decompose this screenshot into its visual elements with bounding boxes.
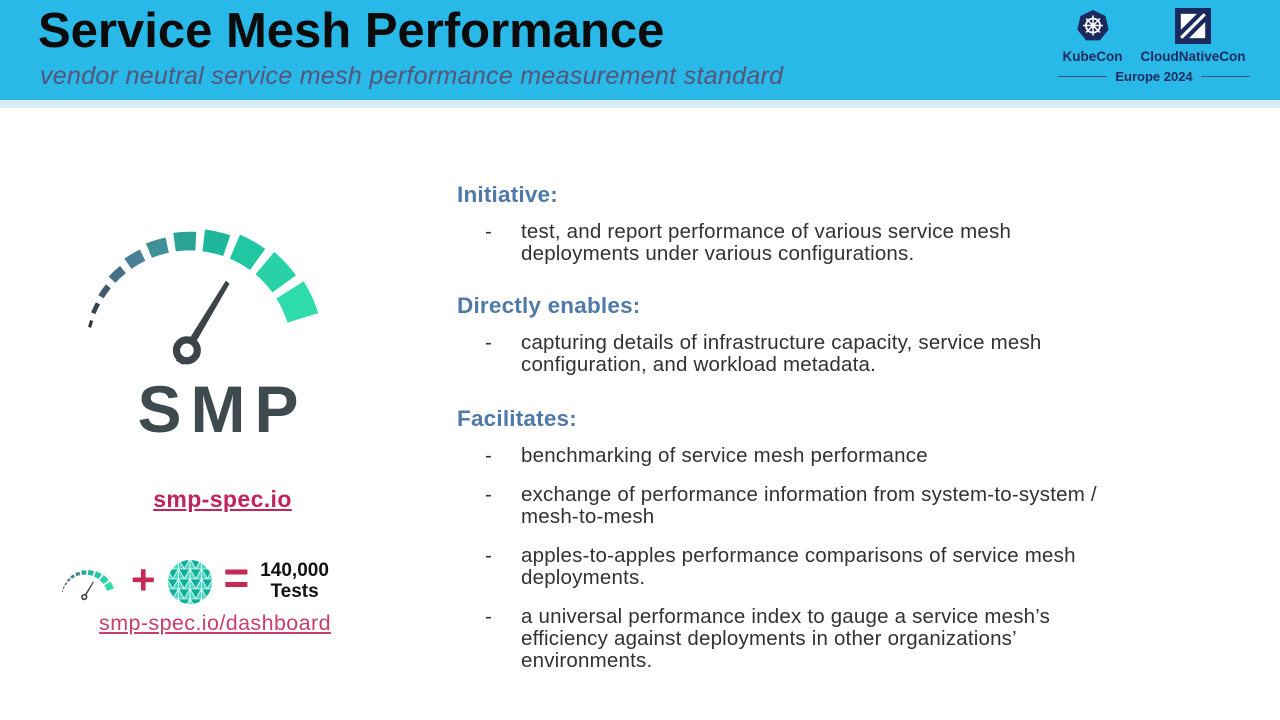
bullet-item: - a universal performance index to gauge… (457, 606, 1173, 672)
edition-text: Europe 2024 (1115, 69, 1193, 84)
kubernetes-wheel-icon (1076, 10, 1109, 41)
bullet-dash: - (485, 605, 493, 628)
event-edition: Europe 2024 (1058, 69, 1251, 84)
slide-title: Service Mesh Performance (38, 4, 665, 58)
bullet-dash: - (485, 331, 493, 354)
section-initiative: Initiative: - test, and report performan… (457, 182, 1173, 265)
cncf-mark-icon (1175, 8, 1211, 44)
bullet-item: - capturing details of infrastructure ca… (457, 332, 1173, 376)
bullet-text: apples-to-apples performance comparisons… (521, 544, 1076, 589)
tests-equation: + = 140,000 Tests (50, 554, 380, 610)
bullet-item: - exchange of performance information fr… (457, 484, 1173, 528)
bullet-item: - apples-to-apples performance compariso… (457, 545, 1173, 589)
smp-wordmark: SMP (137, 372, 308, 446)
slide-subtitle: vendor neutral service mesh performance … (40, 62, 784, 90)
bullet-dash: - (485, 220, 493, 243)
event-logo-block: KubeCon CloudNativeCon Europe 2024 (1058, 8, 1251, 84)
bullet-dash: - (485, 483, 493, 506)
tests-label: Tests (270, 581, 319, 602)
content-column: Initiative: - test, and report performan… (457, 182, 1173, 700)
header-bottom-strip (0, 100, 1280, 108)
section-heading: Initiative: (457, 182, 558, 207)
mesh-sphere-icon (167, 559, 212, 605)
edition-line-left (1058, 75, 1108, 78)
header-band: Service Mesh Performance vendor neutral … (0, 0, 1280, 100)
dashboard-link[interactable]: smp-spec.io/dashboard (99, 611, 331, 635)
section-heading: Facilitates: (457, 406, 577, 431)
bullet-text: test, and report performance of various … (521, 220, 1012, 265)
smp-spec-link[interactable]: smp-spec.io (153, 486, 292, 512)
bullet-item: - benchmarking of service mesh performan… (457, 445, 1173, 467)
bullet-text: capturing details of infrastructure capa… (521, 331, 1042, 376)
cloudnativecon-logo: CloudNativeCon (1132, 8, 1255, 64)
gauge-mini-icon (50, 560, 120, 607)
smp-speedometer-logo-icon (34, 186, 346, 394)
plus-icon: + (131, 556, 156, 603)
kubecon-label: KubeCon (1062, 49, 1123, 64)
bullet-dash: - (485, 444, 493, 467)
bullet-text: exchange of performance information from… (521, 483, 1097, 528)
bullet-text: benchmarking of service mesh performance (521, 444, 928, 467)
bullet-text: a universal performance index to gauge a… (521, 605, 1051, 672)
tests-count: 140,000 (260, 560, 329, 582)
section-directly-enables: Directly enables: - capturing details of… (457, 293, 1173, 376)
edition-line-right (1200, 75, 1251, 78)
bullet-dash: - (485, 544, 493, 567)
bullet-item: - test, and report performance of variou… (457, 221, 1173, 265)
equals-icon: = (223, 552, 250, 605)
tests-count-block: 140,000 Tests (260, 560, 329, 603)
section-facilitates: Facilitates: - benchmarking of service m… (457, 406, 1173, 672)
section-heading: Directly enables: (457, 293, 641, 318)
kubecon-logo: KubeCon (1054, 8, 1132, 64)
cloudnativecon-label: CloudNativeCon (1140, 49, 1246, 64)
